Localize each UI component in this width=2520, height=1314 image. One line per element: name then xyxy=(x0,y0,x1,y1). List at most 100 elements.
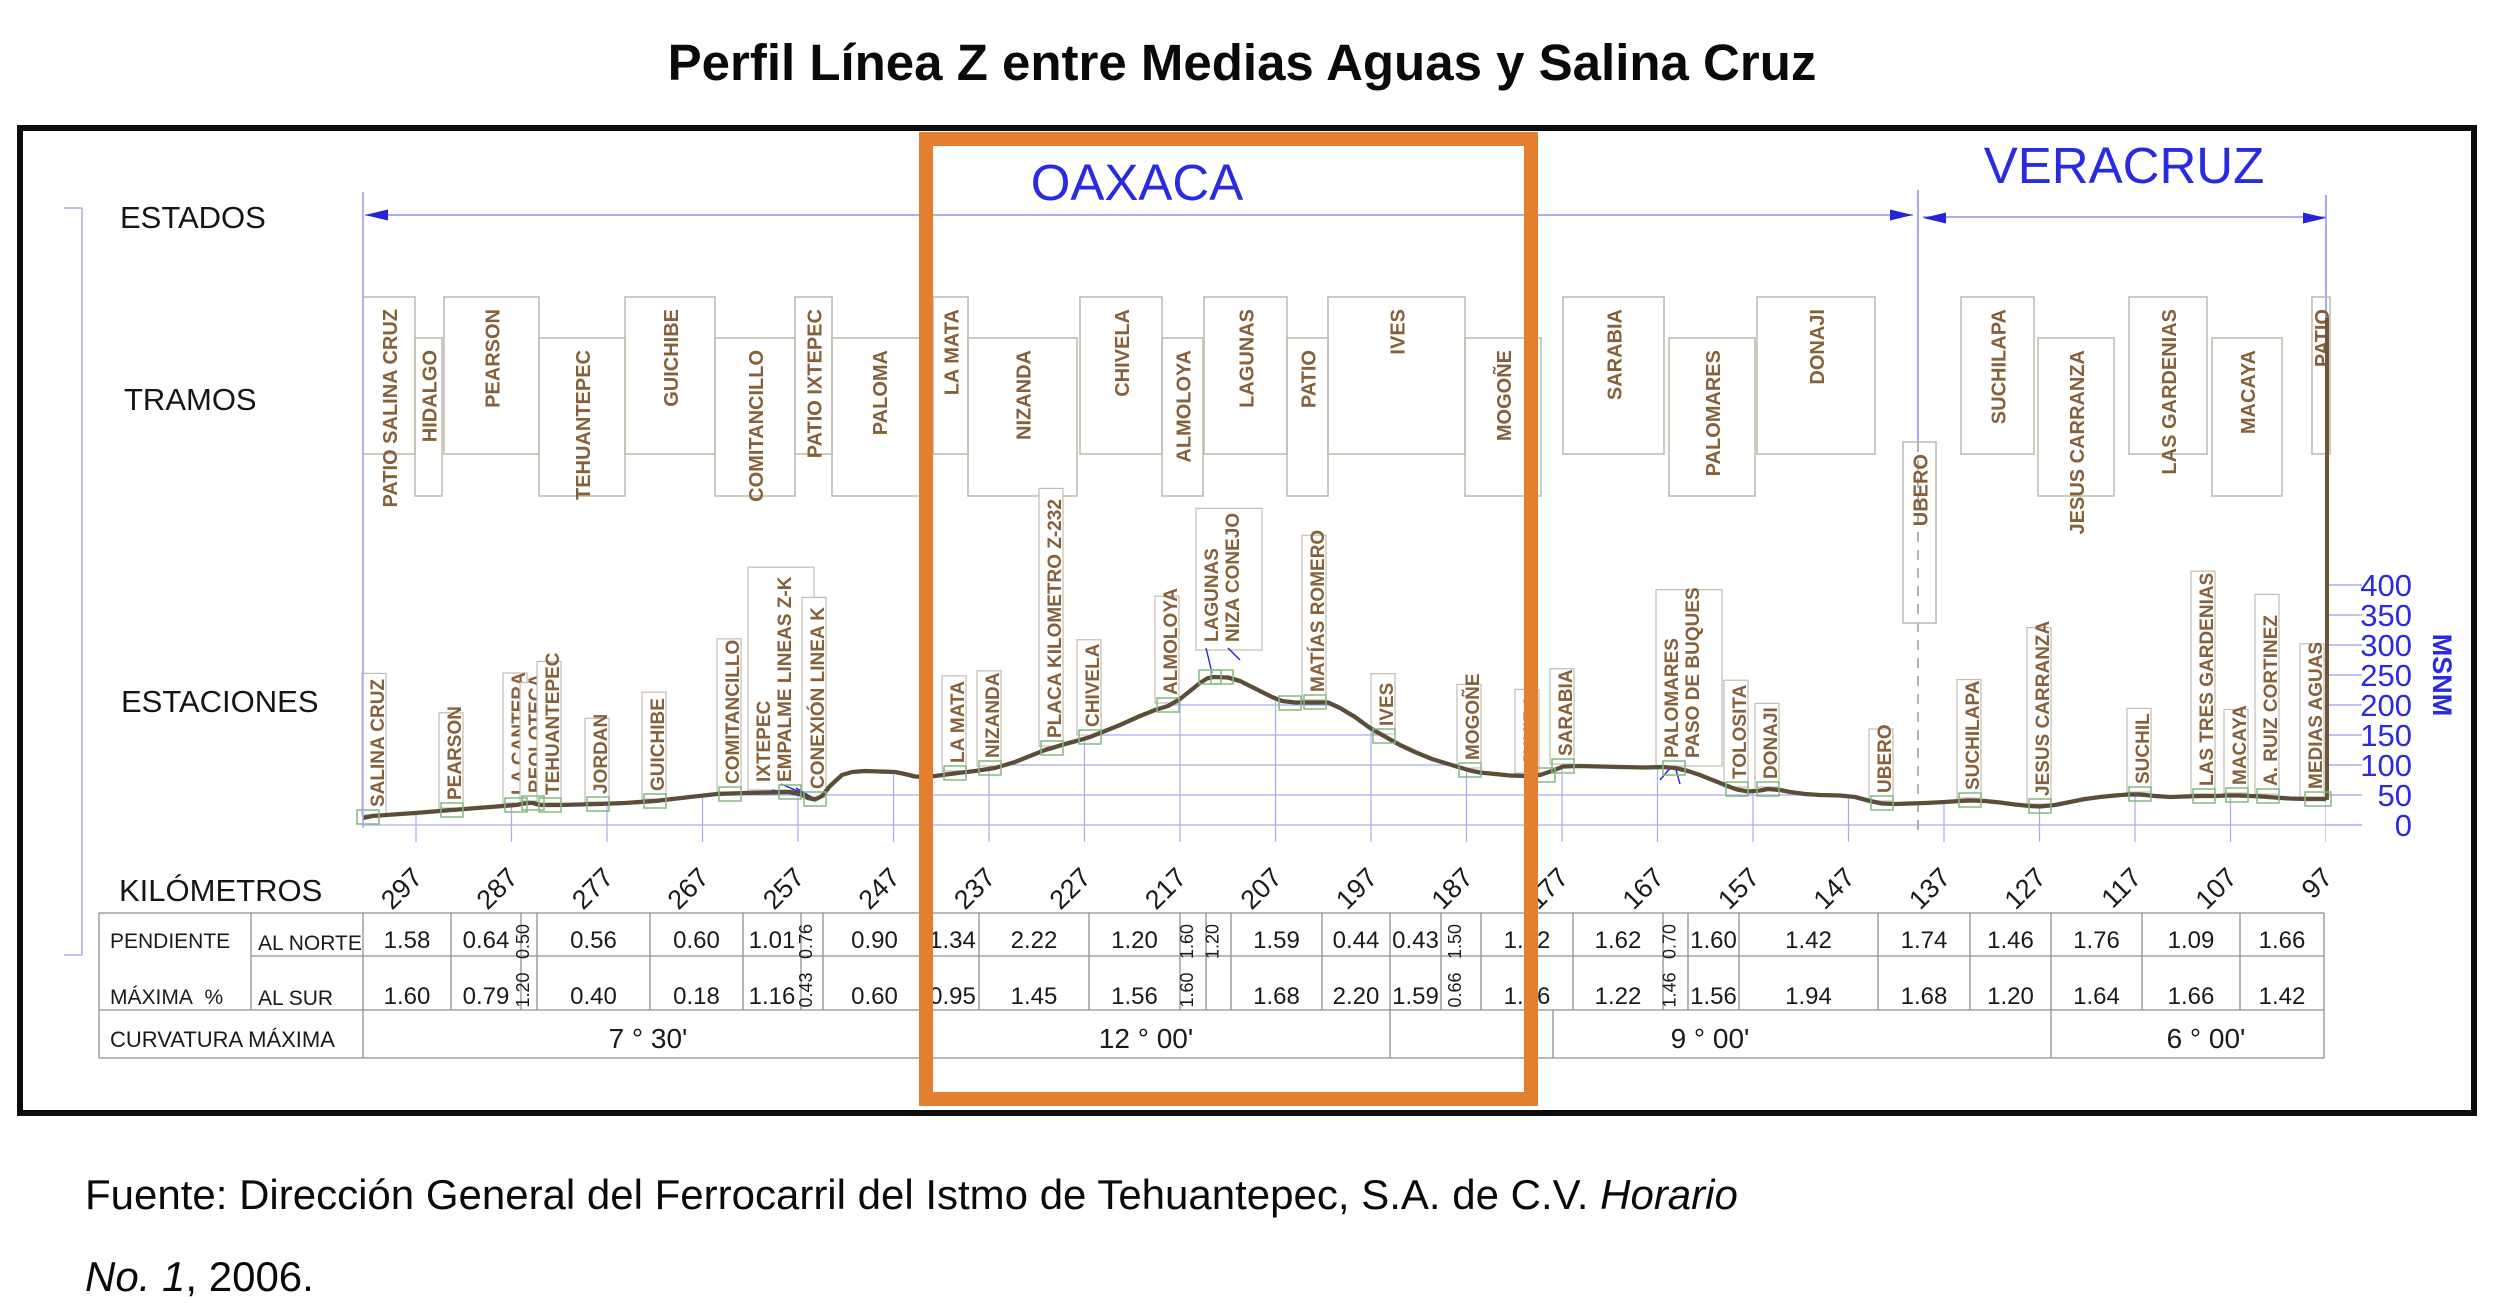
svg-text:1.68: 1.68 xyxy=(1253,983,1300,1010)
svg-text:0.60: 0.60 xyxy=(851,983,898,1010)
svg-text:1.62: 1.62 xyxy=(1595,927,1642,954)
svg-text:1.60: 1.60 xyxy=(1177,972,1197,1007)
svg-text:1.45: 1.45 xyxy=(1011,983,1058,1010)
svg-text:1.20: 1.20 xyxy=(513,972,533,1007)
svg-text:1.22: 1.22 xyxy=(1595,983,1642,1010)
svg-text:LAGUNAS: LAGUNAS xyxy=(1202,548,1223,642)
svg-text:1.42: 1.42 xyxy=(1785,927,1832,954)
svg-text:No. 1, 2006.: No. 1, 2006. xyxy=(85,1253,314,1300)
svg-text:0.43: 0.43 xyxy=(1392,927,1439,954)
svg-text:COMITANCILLO: COMITANCILLO xyxy=(723,640,744,784)
svg-text:1.09: 1.09 xyxy=(2168,927,2215,954)
svg-text:UBERO: UBERO xyxy=(1911,454,1933,526)
svg-text:1.76: 1.76 xyxy=(2073,927,2120,954)
svg-text:PENDIENTE: PENDIENTE xyxy=(110,930,230,953)
svg-text:0.18: 0.18 xyxy=(673,983,720,1010)
svg-text:1.59: 1.59 xyxy=(1253,927,1300,954)
svg-text:1.42: 1.42 xyxy=(2259,983,2306,1010)
svg-text:1.66: 1.66 xyxy=(2168,983,2215,1010)
svg-text:NIZANDA: NIZANDA xyxy=(1014,350,1036,440)
svg-text:0.66: 0.66 xyxy=(1445,972,1465,1007)
svg-text:SUCHILAPA: SUCHILAPA xyxy=(1989,309,2011,424)
svg-text:0.56: 0.56 xyxy=(570,927,617,954)
svg-text:1.58: 1.58 xyxy=(384,927,431,954)
svg-text:0.44: 0.44 xyxy=(1333,927,1380,954)
svg-text:200: 200 xyxy=(2360,688,2412,723)
svg-text:0: 0 xyxy=(2395,808,2412,843)
svg-text:HIDALGO: HIDALGO xyxy=(420,350,442,442)
svg-text:SUCHILAPA: SUCHILAPA xyxy=(1963,680,1984,790)
svg-text:IVES: IVES xyxy=(1388,309,1410,355)
svg-text:SUCHIL: SUCHIL xyxy=(2133,713,2154,784)
svg-text:TEHUANTEPEC: TEHUANTEPEC xyxy=(543,652,564,795)
svg-text:0.64: 0.64 xyxy=(463,927,510,954)
svg-text:MACAYA: MACAYA xyxy=(2230,705,2251,785)
svg-text:6 ° 00': 6 ° 00' xyxy=(2167,1023,2246,1054)
svg-text:PATIO: PATIO xyxy=(2312,309,2334,367)
svg-text:TEHUANTEPEC: TEHUANTEPEC xyxy=(573,350,595,500)
svg-text:1.20: 1.20 xyxy=(1987,983,2034,1010)
svg-text:1.50: 1.50 xyxy=(1445,924,1465,959)
svg-text:0.40: 0.40 xyxy=(570,983,617,1010)
svg-text:ESTACIONES: ESTACIONES xyxy=(121,684,319,719)
svg-text:0.43: 0.43 xyxy=(796,972,816,1007)
svg-text:TOLOSITA: TOLOSITA xyxy=(1730,684,1751,779)
svg-text:TRAMOS: TRAMOS xyxy=(124,382,257,417)
svg-text:1.60: 1.60 xyxy=(1690,927,1737,954)
svg-text:PASO DE BUQUES: PASO DE BUQUES xyxy=(1683,587,1704,758)
svg-text:1.46: 1.46 xyxy=(1660,972,1680,1007)
svg-text:1.01: 1.01 xyxy=(749,927,796,954)
svg-text:0.50: 0.50 xyxy=(513,924,533,959)
svg-text:MATÍAS ROMERO: MATÍAS ROMERO xyxy=(1307,530,1329,692)
svg-text:CONEXIÓN LINEA K: CONEXIÓN LINEA K xyxy=(807,607,829,789)
svg-text:KILÓMETROS: KILÓMETROS xyxy=(119,873,322,908)
svg-text:DONAJI: DONAJI xyxy=(1761,707,1782,779)
svg-text:0.60: 0.60 xyxy=(673,927,720,954)
svg-text:SALINA CRUZ: SALINA CRUZ xyxy=(368,679,389,807)
svg-text:PEARSON: PEARSON xyxy=(483,309,505,408)
svg-text:1.60: 1.60 xyxy=(1177,924,1197,959)
svg-text:SARABIA: SARABIA xyxy=(1556,669,1577,756)
svg-text:JORDAN: JORDAN xyxy=(591,714,612,794)
svg-text:COMITANCILLO: COMITANCILLO xyxy=(746,350,768,502)
svg-text:NIZA CONEJO: NIZA CONEJO xyxy=(1223,513,1244,642)
svg-text:LAS TRES GARDENIAS: LAS TRES GARDENIAS xyxy=(2197,573,2218,786)
svg-text:ESTADOS: ESTADOS xyxy=(120,200,266,235)
svg-text:0.95: 0.95 xyxy=(929,983,976,1010)
svg-text:CHIVELA: CHIVELA xyxy=(1112,309,1134,397)
svg-text:ALMOLOYA: ALMOLOYA xyxy=(1161,588,1182,695)
svg-text:JESUS CARRANZA: JESUS CARRANZA xyxy=(2033,620,2054,796)
svg-text:9 ° 00': 9 ° 00' xyxy=(1671,1023,1750,1054)
svg-text:SARABIA: SARABIA xyxy=(1605,309,1627,400)
svg-text:OAXACA: OAXACA xyxy=(1031,154,1244,211)
svg-text:MSNM: MSNM xyxy=(2427,634,2457,717)
svg-text:0.76: 0.76 xyxy=(796,924,816,959)
svg-text:MACAYA: MACAYA xyxy=(2238,350,2260,434)
svg-text:PATIO IXTEPEC: PATIO IXTEPEC xyxy=(805,309,827,458)
svg-text:PLACA KILOMETRO Z-232: PLACA KILOMETRO Z-232 xyxy=(1045,499,1066,738)
svg-text:100: 100 xyxy=(2360,748,2412,783)
svg-text:PALOMARES: PALOMARES xyxy=(1662,638,1683,758)
svg-text:CHIVELA: CHIVELA xyxy=(1083,643,1104,727)
svg-text:IXTEPEC: IXTEPEC xyxy=(754,700,775,782)
svg-text:LAGUNAS: LAGUNAS xyxy=(1237,309,1259,408)
svg-text:CURVATURA MÁXIMA: CURVATURA MÁXIMA xyxy=(110,1027,335,1052)
svg-text:MÁXIMA %: MÁXIMA % xyxy=(110,986,223,1009)
svg-text:2.22: 2.22 xyxy=(1011,927,1058,954)
svg-text:1.74: 1.74 xyxy=(1901,927,1948,954)
svg-text:A. RUIZ CORTINEZ: A. RUIZ CORTINEZ xyxy=(2261,615,2282,786)
svg-text:AL NORTE: AL NORTE xyxy=(258,932,362,955)
svg-text:12 ° 00': 12 ° 00' xyxy=(1099,1023,1193,1054)
svg-text:1.20: 1.20 xyxy=(1111,927,1158,954)
svg-text:GUICHIBE: GUICHIBE xyxy=(661,309,683,407)
svg-text:LA MATA: LA MATA xyxy=(942,309,964,395)
svg-text:UBERO: UBERO xyxy=(1875,724,1896,793)
svg-text:Perfil Línea Z entre Medias Ag: Perfil Línea Z entre Medias Aguas y Sali… xyxy=(668,34,1817,91)
svg-text:1.56: 1.56 xyxy=(1111,983,1158,1010)
svg-text:PEARSON: PEARSON xyxy=(445,706,466,800)
svg-text:150: 150 xyxy=(2360,718,2412,753)
svg-text:1.59: 1.59 xyxy=(1392,983,1439,1010)
svg-text:LAS GARDENIAS: LAS GARDENIAS xyxy=(2159,309,2181,475)
svg-text:PATIO: PATIO xyxy=(1299,350,1321,408)
svg-text:250: 250 xyxy=(2360,658,2412,693)
